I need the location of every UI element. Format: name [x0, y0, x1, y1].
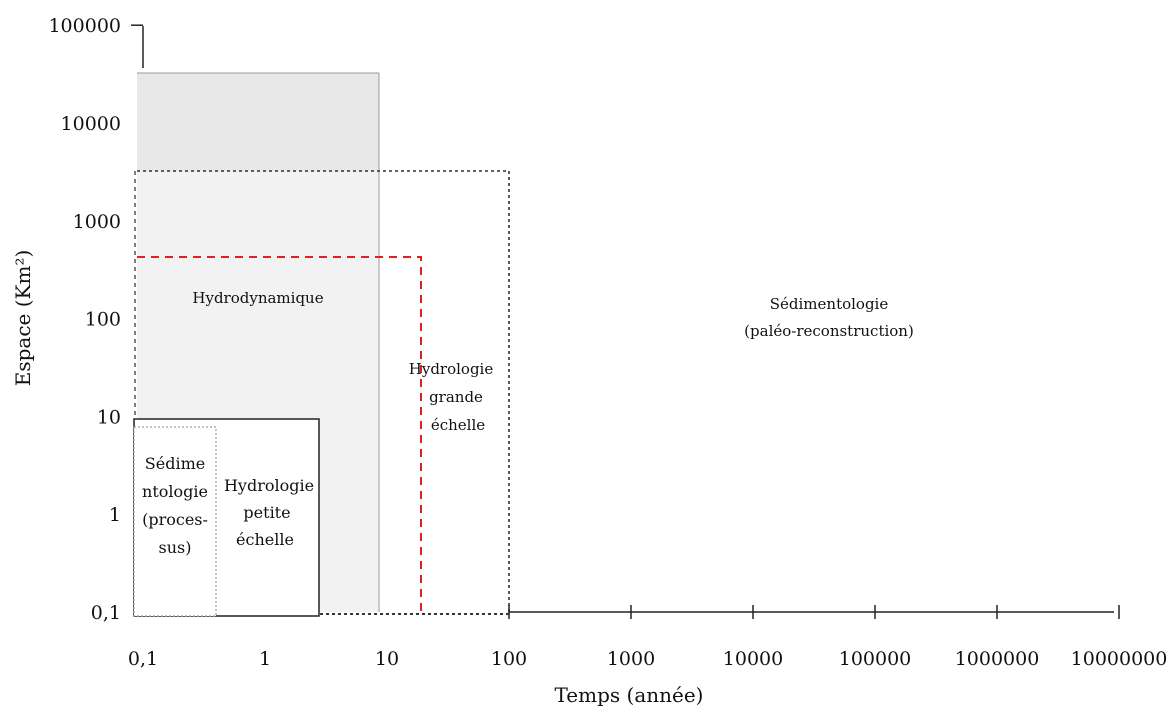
hydrologie-petite-label-line2: petite	[243, 503, 290, 522]
hydrologie-petite-label-line1: Hydrologie	[224, 476, 314, 495]
sedimentologie-processus-box	[133, 426, 217, 617]
sedimentologie-processus-label-line1: Sédime	[145, 454, 205, 473]
sedimentologie-paleo-label-line2: (paléo-reconstruction)	[744, 322, 914, 340]
sedimentologie-processus-label-line2: ntologie	[142, 482, 208, 501]
y-tick-label: 10000	[61, 113, 121, 135]
y-axis-title: Espace (Km²)	[11, 250, 35, 387]
y-tick-label: 100	[85, 309, 121, 331]
sedimentologie-processus-label-line3: (proces-	[142, 510, 208, 529]
hydrologie-grande-red-box	[137, 256, 422, 614]
x-tick-labels: 0,1 1 10 100 1000 10000 100000 1000000 10000000	[128, 648, 1167, 670]
x-tick-label: 1000000	[955, 648, 1040, 670]
x-tick-label: 100	[491, 648, 527, 670]
hydrologie-petite-label-line3: échelle	[236, 530, 294, 549]
x-tick-label: 10000	[723, 648, 783, 670]
x-tick-label: 0,1	[128, 648, 158, 670]
x-tick-label: 10	[375, 648, 399, 670]
sedimentologie-paleo-dotted-box	[137, 170, 510, 614]
y-tick-labels: 0,1 1 10 100 1000 10000 100000	[48, 15, 121, 624]
x-axis-title: Temps (année)	[555, 683, 704, 707]
x-tick-label: 10000000	[1071, 648, 1168, 670]
y-tick-label: 1	[109, 504, 121, 526]
hydrologie-grande-label-line1: Hydrologie	[409, 360, 494, 378]
x-tick-marks	[508, 605, 1120, 619]
y-tick-label: 100000	[48, 15, 121, 37]
hydrologie-grande-label-line3: échelle	[431, 416, 485, 434]
x-tick-label: 100000	[839, 648, 912, 670]
y-tick-label: 1000	[73, 211, 121, 233]
sedimentologie-paleo-label-line1: Sédimentologie	[770, 295, 889, 313]
x-tick-label: 1	[259, 648, 271, 670]
hydrologie-grande-label-line2: grande	[429, 388, 483, 406]
hydrodynamique-label: Hydrodynamique	[192, 289, 323, 307]
y-tick-label: 0,1	[91, 602, 121, 624]
sedimentologie-processus-label-line4: sus)	[159, 538, 192, 557]
x-tick-label: 1000	[607, 648, 655, 670]
y-tick-label: 10	[97, 406, 121, 428]
hydrodynamique-upper-fill	[137, 73, 379, 171]
